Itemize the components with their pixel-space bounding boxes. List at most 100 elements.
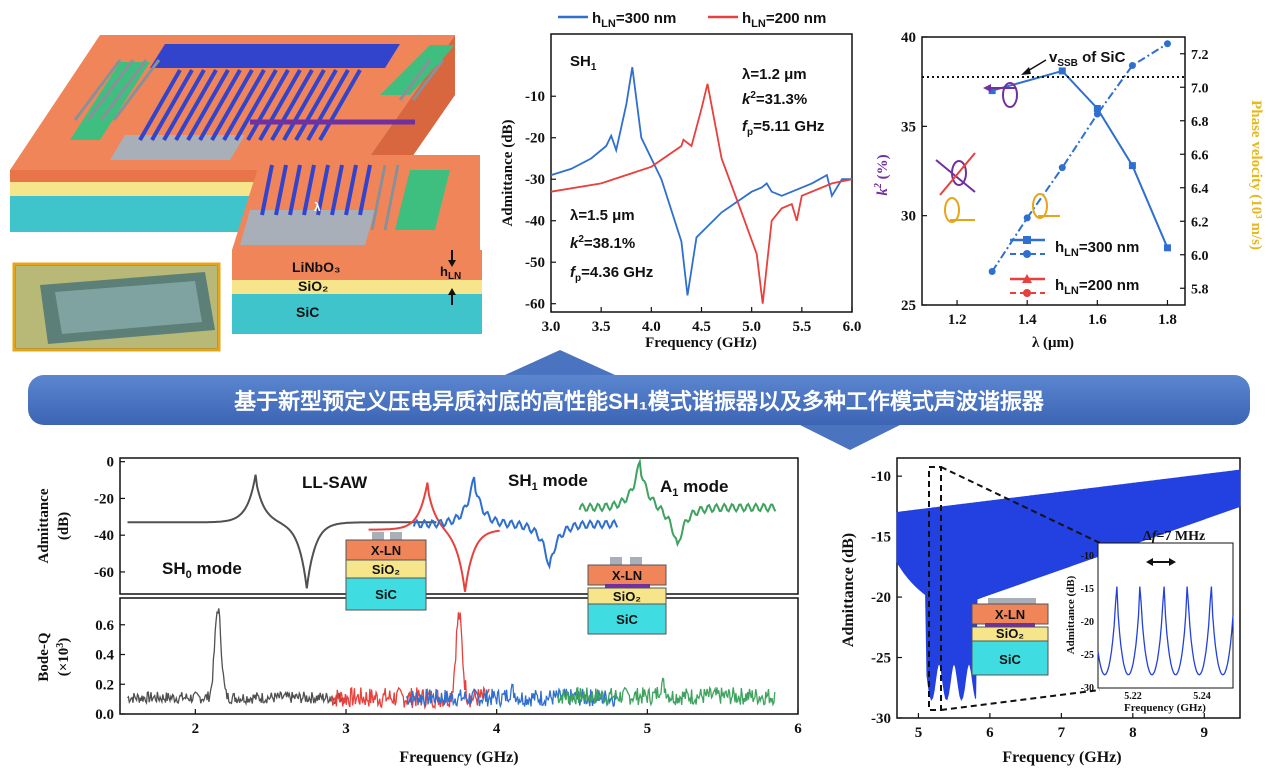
k2-point-300: [988, 87, 996, 95]
stack3-label-xln: X-LN: [995, 607, 1025, 622]
k2-rtick-label-7: 7.2: [1191, 48, 1209, 63]
idt-fingers: [138, 69, 362, 141]
a1-ytick-label-4: -30: [871, 711, 891, 727]
k2-axis-indicator: [1002, 82, 1018, 108]
adm-xtick-label-3: 4.5: [692, 319, 711, 335]
k2-xtick-label-3: 1.8: [1158, 312, 1177, 328]
a1-admittance-area: [896, 469, 1241, 701]
k2-chart: 1.2 1.4 1.6 1.8 25 30 35 40 5.8 6.0 6.2 6.4 6.6 6.8…: [873, 30, 1264, 351]
llsaw-admittance: [368, 482, 500, 592]
inset-xtick-1: 5.22: [1124, 691, 1142, 702]
a1-ytick-label-3: -25: [871, 651, 891, 667]
k2-line-300: [991, 69, 1169, 249]
stack2-electrode-a: [610, 557, 622, 565]
k2-ytick-label-1: 30: [901, 209, 916, 225]
stack2-electrode-b: [630, 557, 642, 565]
zoom-fingers: [260, 164, 372, 216]
k2-rtick-label-1: 6.0: [1191, 249, 1209, 264]
a1-xtick-label-0: 5: [915, 725, 923, 741]
k2-legend-label-200: hLN=200 nm: [1055, 277, 1139, 297]
inset-ytick-label-3: -25: [1081, 650, 1094, 661]
zoom-front-linbo3: [232, 250, 482, 280]
modes-ytop-label-2: -40: [94, 528, 114, 544]
a1-chart: 5 6 7 8 9 -10 -15 -20 -25 -30 Frequency (GHz) Ad…: [840, 457, 1241, 766]
k2-point-300: [1058, 67, 1066, 75]
stack3-electrode-buried: [985, 623, 1035, 627]
banner-text: 基于新型预定义压电异质衬底的高性能SH₁模式谐振器以及多种工作模式声波谐振器: [234, 389, 1045, 414]
modes-ytop-label-1: -20: [94, 491, 114, 507]
modes-ylabel-bottom-2: (×103): [55, 638, 72, 677]
zoom-connector-bottom: [940, 689, 1101, 711]
thickness-arrowhead-bottom: [448, 288, 456, 295]
vp-point-300: [1163, 40, 1171, 48]
adm-ytick-label-4: -50: [525, 255, 545, 271]
k2-point-300: [1093, 104, 1101, 112]
lambda-label: λ: [314, 200, 321, 214]
inset-ytick-label-4: -30: [1081, 683, 1094, 694]
vp-axis-indicator-2: [944, 197, 960, 223]
mode-label-llsaw: LL-SAW: [302, 473, 368, 492]
mode-label-sh1: SH1 mode: [508, 471, 588, 493]
stack1-electrode-a: [372, 532, 384, 540]
sh0-admittance: [127, 474, 437, 589]
ann-300-fp: fp=4.36 GHz: [570, 264, 653, 284]
inset-ytick-label-0: -10: [1081, 551, 1094, 562]
legend-label-300: hLN=300 nm: [592, 10, 676, 30]
vp-point-300: [1023, 214, 1031, 222]
a1-ytick-label-1: -15: [871, 530, 891, 546]
admittance-xticks: 3.0 3.5 4.0 4.5 5.0 5.5 6.0: [542, 307, 861, 335]
stack2-label-xln: X-LN: [612, 568, 642, 583]
k2-xtick-label-1: 1.4: [1018, 312, 1037, 328]
banner-bar: [28, 375, 1250, 425]
a1-xtick-label-4: 9: [1201, 725, 1209, 741]
ann-200-k2: k2=31.3%: [742, 90, 807, 108]
k2-axis-arrowhead: [983, 84, 991, 92]
electrode-pad-right: [380, 45, 455, 95]
zoom-gray-pad: [240, 210, 375, 245]
adm-xtick-label-5: 5.5: [792, 319, 811, 335]
k2-rtick-label-0: 5.8: [1191, 282, 1209, 297]
vp-line-300: [991, 42, 1168, 273]
adm-ytick-label-3: -40: [525, 214, 545, 230]
mode-label-sh0: SH0 mode: [162, 559, 242, 581]
busbar-top: [150, 44, 400, 68]
a1-xtick-label-3: 8: [1129, 725, 1137, 741]
inset-xtick-2: 5.24: [1193, 691, 1211, 702]
modes-xtick-label-1: 3: [342, 721, 350, 737]
gray-pad: [110, 135, 245, 160]
k2-plot-frame: [921, 36, 1186, 306]
adm-xtick-label-4: 5.0: [742, 319, 761, 335]
a1-xtick-label-2: 7: [1058, 725, 1066, 741]
stack-sh-inset: X-LN SiO₂ SiC: [345, 532, 427, 611]
a1-xlabel: Frequency (GHz): [1002, 749, 1121, 766]
stack1-label-xln: X-LN: [371, 543, 401, 558]
a1-ytick-label-0: -10: [871, 469, 891, 485]
sh0-bode-q: [127, 608, 347, 706]
a1-xtick-label-1: 6: [986, 725, 994, 741]
inset-xlabel: Frequency (GHz): [1124, 702, 1206, 714]
modes-chart: 2 3 4 5 6 0 -20 -40 -60 0.0 0.2 0.4 0.6 Frequency …: [36, 455, 802, 766]
k2-legend-dot-300: [1023, 250, 1031, 258]
k2-point-300: [1128, 162, 1136, 170]
k2-yticks-left: 25 30 35 40: [901, 30, 927, 314]
ann-200-fp: fp=5.11 GHz: [742, 118, 824, 138]
inset-ytick-label-1: -15: [1081, 584, 1094, 595]
stack3-sic: [971, 640, 1049, 676]
k2-ytick-label-2: 35: [901, 119, 916, 135]
a1-plot-frame: [896, 457, 1241, 719]
k2-xticks: 1.2 1.4 1.6 1.8: [948, 300, 1177, 328]
inset-line: [1097, 586, 1234, 676]
admittance-chart: 3.0 3.5 4.0 4.5 5.0 5.5 6.0 -10 -20 -30 -40 -50 -60…: [500, 10, 861, 351]
modes-yticks-top: 0 -20 -40 -60: [94, 455, 125, 581]
stack-a1-inset: X-LN SiO₂ SiC: [587, 557, 667, 635]
modes-ylabel-top-2: (dB): [56, 512, 72, 540]
k2-rtick-label-6: 7.0: [1191, 81, 1209, 96]
ann-200-lambda: λ=1.2 μm: [742, 66, 807, 83]
modes-xtick-label-2: 4: [493, 721, 501, 737]
device-schematic: λ LiNbO₃ SiO₂ SiC hLN: [10, 35, 482, 352]
modes-ytop-label-3: -60: [94, 565, 114, 581]
admittance-mode-label: SH1: [570, 53, 597, 73]
legend-label-200: hLN=200 nm: [742, 10, 826, 30]
banner: 基于新型预定义压电异质衬底的高性能SH₁模式谐振器以及多种工作模式声波谐振器: [28, 350, 1250, 450]
k2-xlabel: λ (μm): [1032, 335, 1074, 351]
